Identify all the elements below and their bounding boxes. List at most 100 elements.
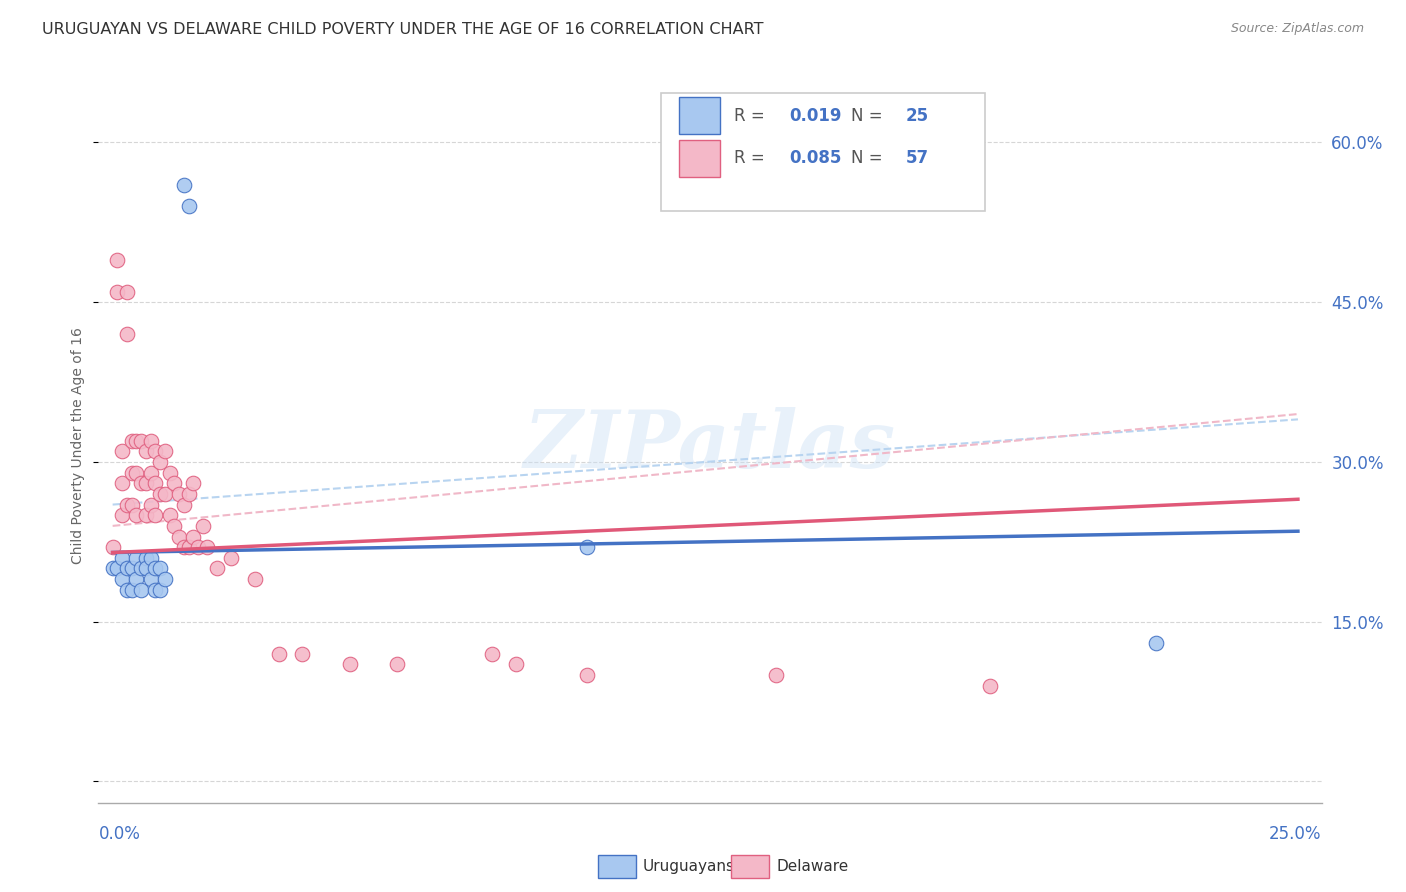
Point <box>143 444 166 458</box>
Point <box>1144 636 1167 650</box>
Point <box>135 561 157 575</box>
Point <box>139 498 162 512</box>
Text: 0.085: 0.085 <box>790 150 842 168</box>
Point <box>505 657 527 672</box>
Point <box>121 561 143 575</box>
Point <box>129 434 152 448</box>
Point <box>101 561 124 575</box>
Point <box>167 487 190 501</box>
Point <box>121 466 143 480</box>
Text: Source: ZipAtlas.com: Source: ZipAtlas.com <box>1230 22 1364 36</box>
Point <box>177 199 200 213</box>
Point <box>173 498 195 512</box>
Point <box>139 550 162 565</box>
Point <box>177 540 200 554</box>
Point <box>143 508 166 523</box>
Point <box>135 444 157 458</box>
Point <box>159 466 181 480</box>
Point <box>115 498 138 512</box>
Point <box>267 647 290 661</box>
Point <box>121 434 143 448</box>
Point <box>125 550 148 565</box>
Point <box>187 540 209 554</box>
Point <box>143 582 166 597</box>
Point <box>163 519 186 533</box>
Point <box>143 476 166 491</box>
Point <box>197 540 219 554</box>
Point <box>121 582 143 597</box>
Point <box>149 455 172 469</box>
Point <box>125 434 148 448</box>
Point <box>125 508 148 523</box>
Point <box>149 487 172 501</box>
Point <box>291 647 314 661</box>
Point <box>575 668 598 682</box>
Point <box>181 529 204 543</box>
Point <box>115 561 138 575</box>
Point <box>481 647 503 661</box>
Point <box>181 476 204 491</box>
Point <box>173 540 195 554</box>
Point <box>105 285 128 299</box>
Text: URUGUAYAN VS DELAWARE CHILD POVERTY UNDER THE AGE OF 16 CORRELATION CHART: URUGUAYAN VS DELAWARE CHILD POVERTY UNDE… <box>42 22 763 37</box>
Text: Delaware: Delaware <box>776 859 848 873</box>
Text: R =: R = <box>734 107 770 125</box>
Text: ZIPatlas: ZIPatlas <box>524 408 896 484</box>
Point <box>115 327 138 342</box>
Text: 25: 25 <box>905 107 929 125</box>
Point <box>149 582 172 597</box>
Point <box>219 550 242 565</box>
Text: 25.0%: 25.0% <box>1270 825 1322 843</box>
Text: 0.019: 0.019 <box>790 107 842 125</box>
Point <box>159 508 181 523</box>
Y-axis label: Child Poverty Under the Age of 16: Child Poverty Under the Age of 16 <box>70 327 84 565</box>
Point <box>135 476 157 491</box>
Point <box>143 561 166 575</box>
Point <box>339 657 361 672</box>
Point <box>121 498 143 512</box>
Point <box>135 550 157 565</box>
Point <box>105 561 128 575</box>
Point <box>115 285 138 299</box>
Text: N =: N = <box>851 107 887 125</box>
Point <box>111 550 134 565</box>
FancyBboxPatch shape <box>679 140 720 177</box>
Point <box>575 540 598 554</box>
Point <box>111 476 134 491</box>
FancyBboxPatch shape <box>661 93 986 211</box>
Point <box>139 466 162 480</box>
Point <box>153 487 176 501</box>
Point <box>153 572 176 586</box>
Point <box>243 572 266 586</box>
Text: N =: N = <box>851 150 887 168</box>
Text: 0.0%: 0.0% <box>98 825 141 843</box>
Point <box>129 561 152 575</box>
Point <box>125 466 148 480</box>
Point <box>167 529 190 543</box>
FancyBboxPatch shape <box>679 97 720 134</box>
Point <box>101 540 124 554</box>
Point <box>111 444 134 458</box>
Point <box>139 434 162 448</box>
Point <box>173 178 195 192</box>
Text: R =: R = <box>734 150 770 168</box>
Point <box>111 572 134 586</box>
Point <box>149 561 172 575</box>
Point <box>125 572 148 586</box>
Point <box>115 582 138 597</box>
Point <box>105 252 128 267</box>
Point <box>163 476 186 491</box>
Point <box>135 508 157 523</box>
Point <box>191 519 214 533</box>
Point <box>111 508 134 523</box>
Text: 57: 57 <box>905 150 929 168</box>
Point <box>139 572 162 586</box>
Point <box>129 476 152 491</box>
Point <box>205 561 228 575</box>
Point <box>177 487 200 501</box>
Point <box>979 679 1001 693</box>
Point <box>765 668 787 682</box>
Point <box>385 657 408 672</box>
Point <box>129 582 152 597</box>
Text: Uruguayans: Uruguayans <box>643 859 734 873</box>
